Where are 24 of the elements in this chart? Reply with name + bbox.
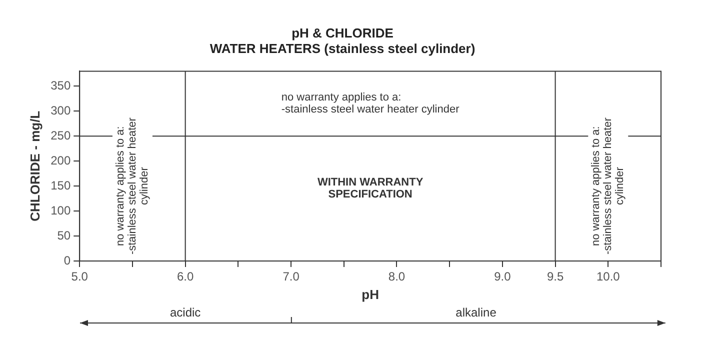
annotation: no warranty applies to a: -stainless steel water heater cylinder (281, 92, 460, 116)
text: acidic (170, 305, 201, 320)
y-tick-label: 200 (50, 153, 71, 168)
y-tick-label: 0 (64, 253, 71, 268)
y-tick-label: 50 (57, 228, 71, 242)
x-tick-label: 9.5 (546, 270, 564, 284)
y-tick-label: 100 (50, 203, 71, 218)
x-tick-label: 9.0 (494, 270, 512, 284)
x-tick-label: 6.0 (176, 270, 194, 284)
y-tick-label: 250 (50, 128, 71, 142)
x-axis-title: pH (362, 286, 379, 302)
y-tick-label: 300 (50, 103, 71, 118)
annotation: WITHIN WARRANTY SPECIFICATION (317, 176, 424, 201)
text: alkaline (456, 305, 497, 320)
x-tick-label: 10.0 (596, 270, 620, 284)
chart-title: pH & CHLORIDE WATER HEATERS (stainless steel cylinder) (210, 25, 476, 56)
y-axis-title: CHLORIDE - mg/L (27, 110, 42, 222)
annotation: no warranty applies to a: -stainless steel water heater cylinder (114, 117, 151, 255)
x-tick-label: 8.0 (388, 270, 406, 284)
x-tick-label: 5.0 (71, 270, 88, 284)
y-tick-label: 350 (50, 78, 71, 92)
annotation: no warranty applies to a: -stainless steel water heater cylinder (590, 117, 626, 255)
y-tick-label: 150 (50, 178, 71, 192)
x-tick-label: 7.0 (282, 270, 300, 284)
